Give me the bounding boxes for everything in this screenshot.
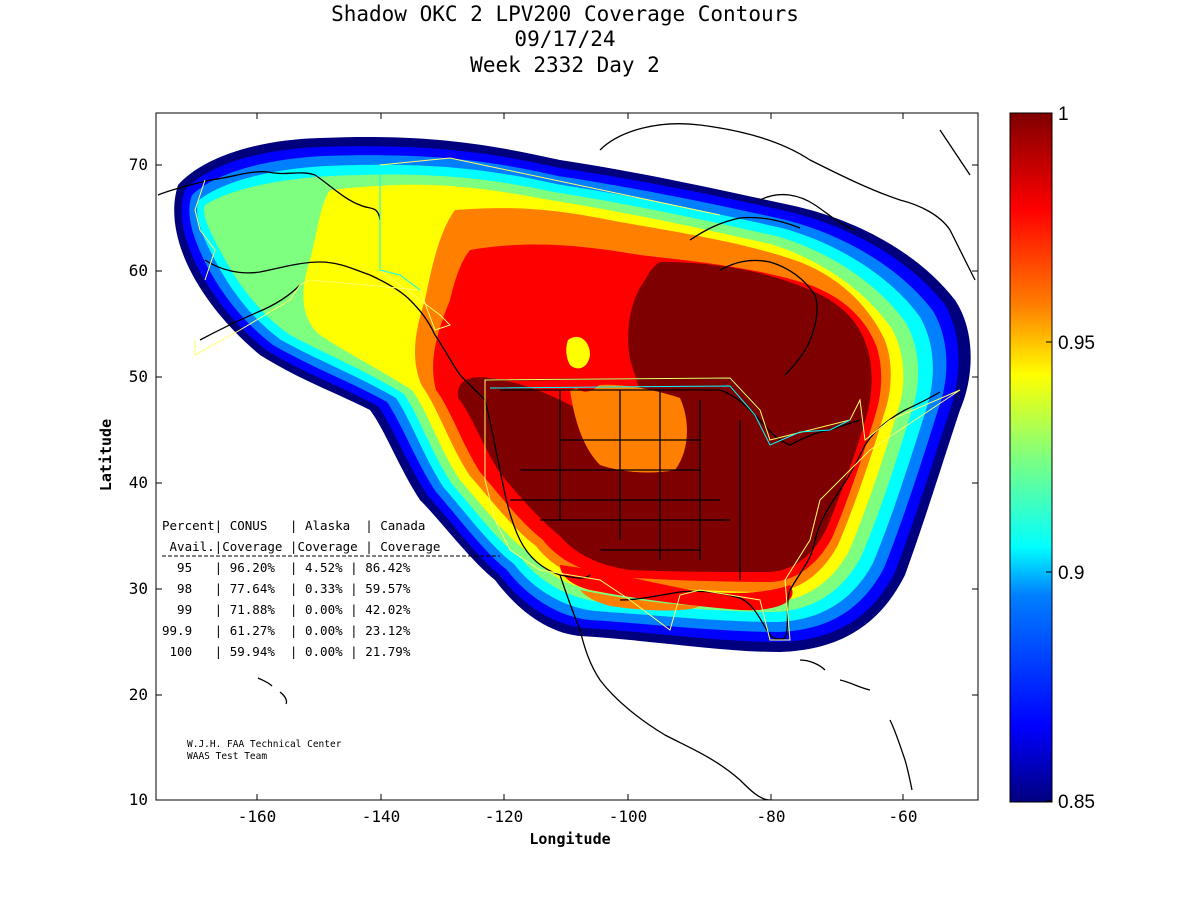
plot-frame <box>155 112 979 801</box>
orange-patch-gulf <box>580 590 700 611</box>
red-patch-gulf <box>560 565 793 611</box>
x-tick-label: -160 <box>238 807 277 826</box>
y-tick-label: 30 <box>129 579 148 598</box>
y-tick-labels: 70 60 50 40 30 20 10 <box>129 155 148 809</box>
conus-border-cyan <box>379 165 851 446</box>
x-tick-label: -60 <box>889 807 918 826</box>
coverage-contours <box>157 123 976 800</box>
x-tick-label: -80 <box>757 807 786 826</box>
credit-line-2: WAAS Test Team <box>187 751 267 762</box>
colorbar-ticks <box>1046 112 1052 802</box>
x-tick-label: -140 <box>362 807 401 826</box>
colorbar-label: 0.85 <box>1058 792 1095 813</box>
table-header-row-2: Avail.|Coverage |Coverage | Coverage <box>162 539 440 554</box>
table-header-row-1: Percent| CONUS | Alaska | Canada <box>162 518 425 533</box>
x-tick-labels: -160 -140 -120 -100 -80 -60 <box>238 807 918 826</box>
coverage-table: Percent| CONUS | Alaska | Canada Avail.|… <box>162 518 500 659</box>
table-row: 99 | 71.88% | 0.00% | 42.02% <box>162 602 411 617</box>
colorbar-label: 0.9 <box>1058 563 1084 584</box>
chart-week: Week 2332 Day 2 <box>470 53 660 77</box>
y-tick-label: 20 <box>129 685 148 704</box>
table-row: 95 | 96.20% | 4.52% | 86.42% <box>162 560 411 575</box>
chart-title: Shadow OKC 2 LPV200 Coverage Contours <box>331 2 799 26</box>
x-tick-label: -120 <box>485 807 524 826</box>
yellow-patch-canada <box>566 336 590 369</box>
y-tick-label: 70 <box>129 155 148 174</box>
colorbar-label: 0.95 <box>1058 333 1095 354</box>
colorbar <box>1009 112 1053 803</box>
colorbar-label: 1 <box>1058 104 1069 125</box>
credit-line-1: W.J.H. FAA Technical Center <box>187 739 342 750</box>
y-tick-label: 10 <box>129 790 148 809</box>
x-axis-label: Longitude <box>529 830 610 848</box>
x-tick-label: -100 <box>609 807 648 826</box>
table-row: 98 | 77.64% | 0.33% | 59.57% <box>162 581 411 596</box>
y-tick-label: 50 <box>129 367 148 386</box>
axis-tick-marks <box>156 113 978 800</box>
table-row: 99.9 | 61.27% | 0.00% | 23.12% <box>162 623 411 638</box>
y-tick-label: 60 <box>129 261 148 280</box>
chart-date: 09/17/24 <box>514 27 616 51</box>
table-row: 100 | 59.94% | 0.00% | 21.79% <box>162 644 411 659</box>
y-tick-label: 40 <box>129 473 148 492</box>
y-axis-label: Latitude <box>97 419 115 491</box>
orange-patch-north-plains <box>570 384 687 473</box>
